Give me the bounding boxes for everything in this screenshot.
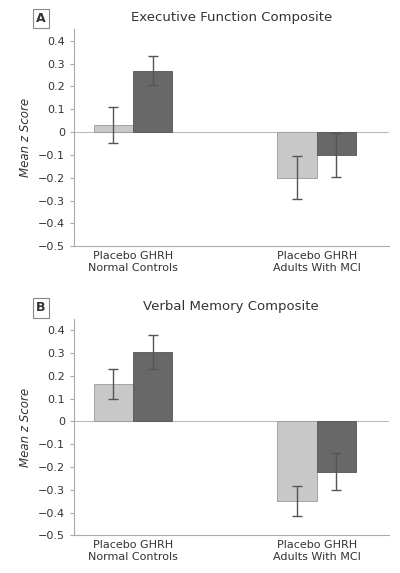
Bar [277, 132, 317, 178]
Y-axis label: Mean z Score: Mean z Score [19, 98, 32, 178]
Text: A: A [36, 12, 46, 25]
Bar [94, 125, 133, 132]
Bar [133, 352, 172, 421]
Title: Executive Function Composite: Executive Function Composite [131, 11, 332, 24]
Bar [133, 70, 172, 132]
Text: B: B [36, 301, 46, 315]
Bar [277, 421, 317, 501]
Bar [317, 132, 356, 155]
Bar [94, 384, 133, 421]
Bar [317, 421, 356, 472]
Title: Verbal Memory Composite: Verbal Memory Composite [144, 300, 319, 313]
Y-axis label: Mean z Score: Mean z Score [19, 387, 32, 466]
